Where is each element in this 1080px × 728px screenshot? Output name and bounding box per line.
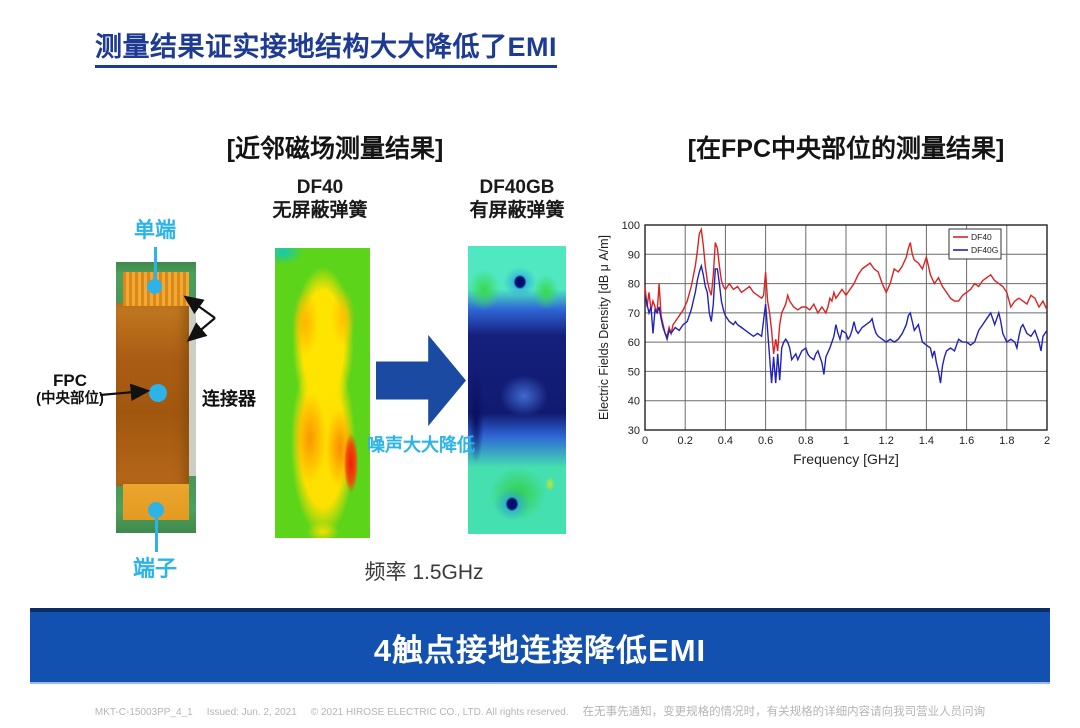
label-single-end: 单端 [134, 219, 176, 242]
footer: MKT-C-15003PP_4_1 Issued: Jun. 2, 2021 ©… [0, 703, 1080, 719]
heatmap-df40-unshielded [275, 248, 370, 538]
arrow-caption: 噪声大大降低 [367, 435, 475, 455]
label-connector: 连接器 [202, 389, 256, 409]
footer-copyright: © 2021 HIROSE ELECTRIC CO., LTD. All rig… [310, 707, 569, 718]
connector-pointer-arrow-down [186, 317, 216, 342]
svg-text:0.6: 0.6 [758, 435, 773, 447]
section-header-fpc-center: [在FPC中央部位的测量结果] [687, 135, 1005, 163]
series-DF40G [644, 263, 1048, 384]
x-axis-label: Frequency [GHz] [793, 451, 899, 467]
svg-text:0.4: 0.4 [718, 435, 733, 447]
label-fpc-line1: FPC [52, 371, 87, 390]
heatmap1-label-line1: DF40 [296, 177, 344, 198]
heatmap-df40gb-shielded [468, 246, 566, 534]
label-fpc-center: FPC (中央部位) [36, 371, 104, 409]
svg-text:40: 40 [628, 396, 640, 408]
emi-line-chart: 30 40 50 60 70 80 90 100 0 0.2 0.4 0.6 0.8 1 1.2 1.4 1.6… [598, 220, 1050, 467]
section-header-near-field: [近邻磁场测量结果] [226, 135, 444, 163]
label-terminal: 端子 [132, 556, 178, 581]
fpc-pointer-arrow [99, 383, 151, 402]
svg-text:0.2: 0.2 [678, 435, 693, 447]
svg-text:0: 0 [642, 435, 648, 447]
svg-text:2: 2 [1044, 435, 1050, 447]
leader-line-top [154, 247, 157, 283]
probe-dot-middle [149, 384, 167, 402]
plot-border [644, 224, 1048, 431]
svg-text:90: 90 [628, 249, 640, 261]
heatmap2-label-line1: DF40GB [479, 177, 555, 198]
probe-dot-top [147, 279, 162, 294]
footer-doc-id: MKT-C-15003PP_4_1 [94, 707, 193, 718]
legend-label-DF40: DF40 [971, 232, 992, 242]
svg-text:1: 1 [843, 435, 849, 447]
svg-text:1.6: 1.6 [959, 435, 974, 447]
svg-text:30: 30 [628, 425, 640, 437]
banner-text: 4触点接地连接降低EMI [373, 632, 707, 668]
heatmap2-label-line2: 有屏蔽弹簧 [469, 200, 565, 221]
noise-reduction-arrow-icon [376, 334, 466, 427]
heatmap1-label-line2: 无屏蔽弹簧 [272, 200, 368, 221]
label-fpc-line2: (中央部位) [36, 391, 104, 407]
connector-pointer-arrow-up [183, 295, 216, 319]
legend-box [948, 228, 1002, 260]
page-title: 测量结果证实接地结构大大降低了EMI [95, 25, 558, 68]
svg-text:50: 50 [628, 366, 640, 378]
frequency-note: 频率 1.5GHz [364, 561, 484, 584]
svg-text:0.8: 0.8 [798, 435, 813, 447]
y-axis-label: Electric Fields Density [dB μ A/m] [598, 235, 611, 420]
leader-line-bottom [155, 517, 158, 552]
heatmap1-label: DF40 无屏蔽弹簧 [272, 176, 367, 222]
footer-issued: Issued: Jun. 2, 2021 [206, 707, 297, 718]
probe-dot-bottom [148, 502, 164, 518]
svg-text:60: 60 [628, 337, 640, 349]
heatmap2-label: DF40GB 有屏蔽弹簧 [469, 176, 564, 222]
svg-text:100: 100 [622, 220, 640, 232]
svg-text:70: 70 [628, 308, 640, 320]
legend-label-DF40G: DF40G [971, 245, 998, 255]
svg-text:1.2: 1.2 [879, 435, 894, 447]
svg-text:1.8: 1.8 [999, 435, 1014, 447]
series-DF40 [644, 226, 1048, 354]
conclusion-banner: 4触点接地连接降低EMI [30, 608, 1050, 684]
annotation-arrows [99, 295, 216, 402]
footer-note-cn: 在无事先通知，变更规格的情况时，有关规格的详细内容请向我司营业人员问询 [582, 706, 986, 718]
svg-text:1.4: 1.4 [919, 435, 934, 447]
svg-text:80: 80 [628, 279, 640, 291]
